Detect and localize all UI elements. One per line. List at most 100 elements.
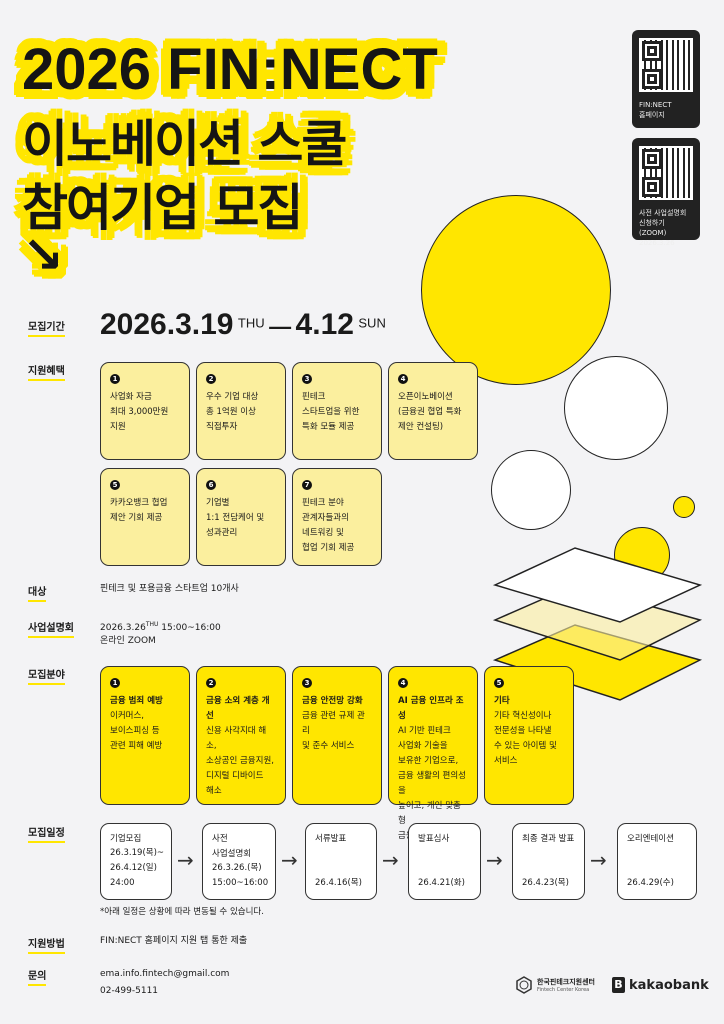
field-card: 5 기타 기타 혁신성이나 전문성을 나타낼 수 있는 아이템 및 서비스: [484, 666, 574, 805]
field-card: 2 금융 소외 계층 개선 신용 사각지대 해소, 소상공인 금융지원, 디지털 디바이…: [196, 666, 286, 805]
contact-email[interactable]: ema.info.fintech@gmail.com: [100, 969, 230, 979]
arrow-right-icon: →: [281, 848, 298, 872]
qr-homepage-card[interactable]: FIN:NECT 홈페이지: [632, 30, 700, 128]
field-title: 기타: [494, 696, 510, 706]
decor-circle-white-small: [491, 450, 571, 530]
benefit-text-line: 협업 기회 제공: [302, 543, 355, 553]
schedule-step-title: 기업모집: [110, 834, 142, 844]
schedule-date-line: 15:00~16:00: [212, 878, 269, 888]
benefit-text-line: 스타트업을 위한: [302, 407, 360, 417]
qr-code-icon: [639, 38, 693, 92]
period-end-day: SUN: [358, 315, 386, 331]
benefit-text-line: 1:1 전담케어 및: [206, 513, 265, 523]
benefit-text-line: 우수 기업 대상: [206, 392, 259, 402]
schedule-step-title: 사업설명회: [212, 849, 252, 859]
benefit-card: 2 우수 기업 대상 총 1억원 이상 직접투자: [196, 362, 286, 460]
benefit-text-line: (금융권 협업 특화: [398, 407, 462, 417]
qr-code-icon: [639, 146, 693, 200]
arrow-down-right-icon: ↘: [22, 227, 64, 283]
label-briefing: 사업설명회: [28, 619, 74, 638]
field-text-line: 보유한 기업으로,: [398, 756, 459, 766]
benefit-number-badge: 2: [206, 374, 216, 384]
period-start-day: THU: [237, 315, 265, 331]
decor-circle-large-yellow: [421, 195, 611, 385]
benefit-card: 6 기업별 1:1 전담케어 및 성과관리: [196, 468, 286, 566]
field-number-badge: 2: [206, 678, 216, 688]
field-text-line: 높이고, 개인 맞춤형: [398, 801, 461, 826]
title-line-2: 이노베이션 스쿨: [22, 115, 347, 173]
schedule-step-date: 26.4.29(수): [627, 876, 674, 891]
qr-briefing-card[interactable]: 사전 사업설명회 신청하기 (ZOOM) 2026.3.26: [632, 138, 700, 247]
field-title: AI 금융 인프라 조성: [398, 696, 464, 721]
field-text-line: 해소: [206, 786, 222, 796]
field-text-line: 보이스피싱 등: [110, 726, 160, 736]
schedule-step-date: 26.3.19(목)~ 26.4.12(일) 24:00: [110, 846, 164, 891]
qr-caption: 2026.3.26: [639, 239, 675, 247]
benefit-text-line: 관계자들과의: [302, 513, 349, 523]
field-number-badge: 5: [494, 678, 504, 688]
schedule-date-line: 26.4.21(화): [418, 878, 465, 888]
schedule-date-line: 26.3.26.(목): [212, 863, 262, 873]
label-target: 대상: [28, 583, 47, 602]
arrow-right-icon: →: [177, 848, 194, 872]
schedule-step-title: 오리엔테이션: [627, 834, 674, 844]
arrow-right-icon: →: [590, 848, 607, 872]
field-text-line: 사업화 기술을: [398, 741, 448, 751]
field-text-line: 및 준수 서비스: [302, 741, 355, 751]
benefit-number-badge: 5: [110, 480, 120, 490]
fintech-center-name: 한국핀테크지원센터: [537, 978, 595, 986]
decor-layered-diamonds: [492, 547, 703, 701]
schedule-step-date: 26.3.26.(목) 15:00~16:00: [212, 861, 268, 891]
qr-caption: 사전 사업설명회: [639, 209, 687, 217]
field-text-line: 디지털 디바이드: [206, 771, 264, 781]
schedule-step: 서류발표 26.4.16(목): [305, 823, 377, 900]
benefit-number-badge: 1: [110, 374, 120, 384]
method-text: FIN:NECT 홈페이지 지원 탭 통한 제출: [100, 936, 248, 946]
decor-circle-white: [564, 356, 668, 460]
kakaobank-logo: B kakaobank: [612, 977, 709, 993]
briefing-day: THU: [145, 621, 159, 628]
schedule-note: *아래 일정은 상황에 따라 변동될 수 있습니다.: [100, 907, 264, 917]
arrow-right-icon: →: [382, 848, 399, 872]
arrow-right-icon: →: [486, 848, 503, 872]
benefit-number-badge: 7: [302, 480, 312, 490]
benefit-text-line: 네트워킹 및: [302, 528, 344, 538]
contact-phone: 02-499-5111: [100, 986, 159, 996]
benefit-text-line: 핀테크 분야: [302, 498, 344, 508]
briefing-date: 2026.3.26: [100, 623, 146, 633]
field-text-line: 전문성을 나타낼: [494, 726, 552, 736]
schedule-step: 발표심사 26.4.21(화): [408, 823, 481, 900]
field-text-line: 이커머스,: [110, 711, 144, 721]
benefit-text-line: 핀테크: [302, 392, 326, 402]
field-title: 금융 안전망 강화: [302, 696, 363, 706]
label-benefits: 지원혜택: [28, 362, 65, 381]
schedule-step-date: 26.4.21(화): [418, 876, 465, 891]
benefit-card: 3 핀테크 스타트업을 위한 특화 모듈 제공: [292, 362, 382, 460]
period-dash: —: [269, 314, 292, 339]
benefit-text-line: 사업화 자금: [110, 392, 152, 402]
field-text-line: 금융 관련 규제 관리: [302, 711, 365, 736]
schedule-date-line: 26.3.19(목)~: [110, 848, 165, 858]
field-text-line: 금융 생활의 편의성을: [398, 771, 466, 796]
field-number-badge: 3: [302, 678, 312, 688]
target-text: 핀테크 및 포용금융 스타트업 10개사: [100, 584, 239, 594]
fintech-center-emblem-icon: [516, 976, 532, 994]
benefit-text-line: 최대 3,000만원: [110, 407, 169, 417]
benefit-text-line: 직접투자: [206, 422, 238, 432]
label-fields: 모집분야: [28, 666, 65, 685]
benefit-text-line: 지원: [110, 422, 126, 432]
schedule-date-line: 26.4.23(목): [522, 878, 569, 888]
briefing-place: 온라인 ZOOM: [100, 636, 156, 646]
field-number-badge: 1: [110, 678, 120, 688]
kakaobank-wordmark: kakaobank: [629, 977, 709, 993]
field-card: 1 금융 범죄 예방 이커머스, 보이스피싱 등 관련 피해 예방: [100, 666, 190, 805]
qr-caption: 신청하기 (ZOOM): [639, 219, 667, 237]
schedule-date-line: 26.4.29(수): [627, 878, 674, 888]
schedule-step-date: 26.4.23(목): [522, 876, 569, 891]
schedule-step-title: 사전: [212, 834, 228, 844]
schedule-step: 최종 결과 발표 26.4.23(목): [512, 823, 585, 900]
field-text-line: 기타 혁신성이나: [494, 711, 552, 721]
